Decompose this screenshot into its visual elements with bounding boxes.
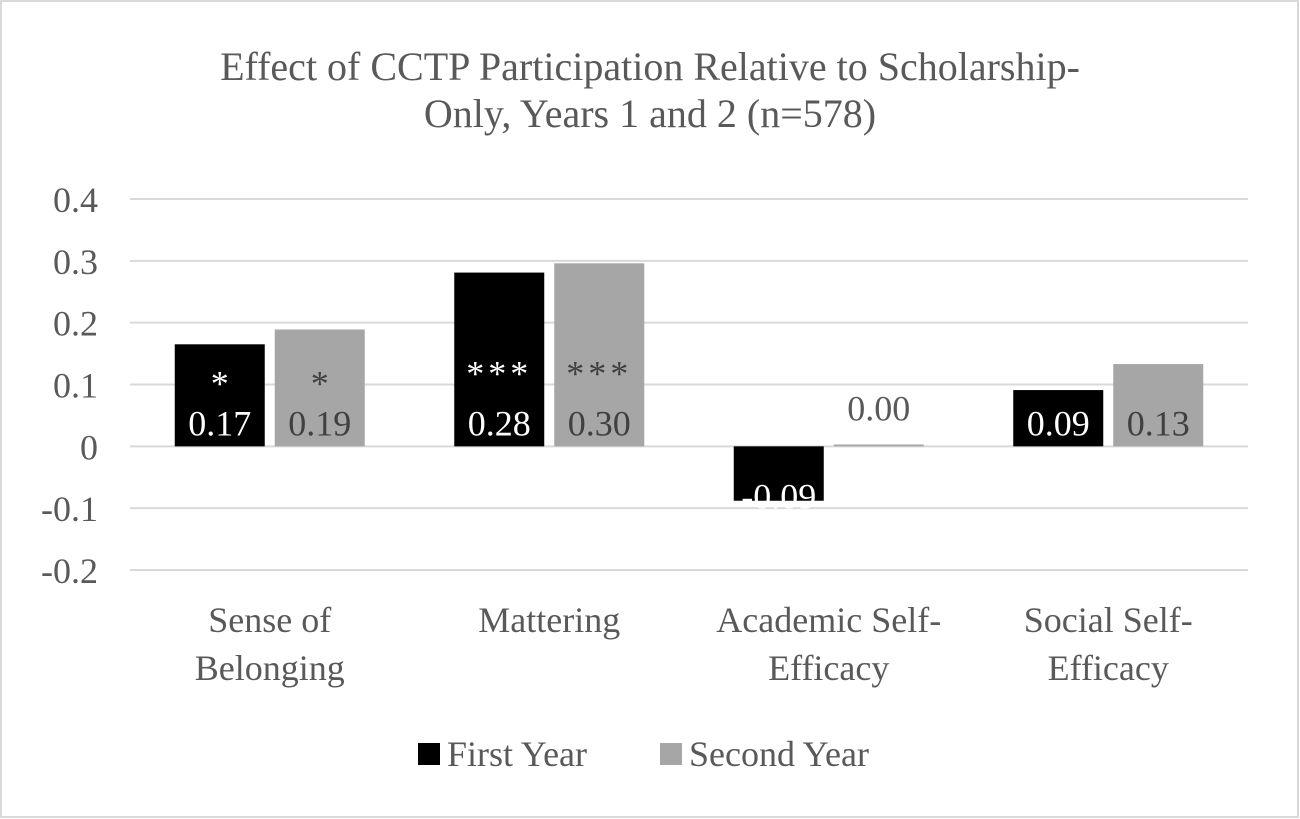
x-category-label: Efficacy [768, 648, 889, 688]
x-category-label: Mattering [478, 600, 620, 640]
bar-second-year [554, 263, 645, 447]
chart-title: Effect of CCTP Participation Relative to… [220, 44, 1080, 136]
data-label: 0.28 [468, 403, 531, 443]
legend-swatch [660, 743, 682, 765]
x-category-label: Academic Self- [716, 600, 941, 640]
x-category-label: Social Self- [1024, 600, 1193, 640]
data-label: 0.17 [188, 403, 251, 443]
data-labels: 0.17*0.28***-0.090.090.19*0.30***0.00 0.1… [188, 353, 1190, 516]
legend-swatch [418, 743, 440, 765]
x-category-label: Efficacy [1048, 648, 1169, 688]
y-tick-label: 0.1 [53, 366, 98, 406]
y-tick-label: 0.2 [53, 304, 98, 344]
bar-first-year [733, 446, 824, 501]
y-tick-label: 0.3 [53, 242, 98, 282]
chart-title-line: Only, Years 1 and 2 (n=578) [424, 91, 876, 136]
legend: First Year Second Year [418, 734, 869, 774]
bar-first-year [454, 272, 545, 447]
significance-marker: *** [566, 353, 632, 393]
data-label: 0.09 [1027, 403, 1090, 443]
bar-second-year [1113, 364, 1204, 447]
bar-first-year [174, 344, 265, 447]
y-tick-label: 0.4 [53, 180, 98, 220]
significance-marker: * [311, 363, 329, 403]
legend-label: First Year [447, 734, 587, 774]
significance-marker: * [211, 363, 229, 403]
data-label: 0.19 [288, 403, 351, 443]
data-label: -0.09 [741, 477, 816, 517]
bar-second-year [833, 444, 924, 447]
x-axis-category-labels: Sense of Belonging Mattering Academic Self-… [195, 600, 1193, 688]
x-category-label: Sense of [208, 600, 331, 640]
bars [174, 263, 1204, 501]
y-tick-label: -0.2 [41, 551, 98, 591]
bar-first-year [1013, 390, 1104, 447]
significance-marker: *** [466, 353, 532, 393]
data-label: 0.00 [847, 388, 910, 428]
legend-label: Second Year [689, 734, 869, 774]
data-label: 0.13 [1127, 403, 1190, 443]
y-tick-label: -0.1 [41, 489, 98, 529]
data-label: 0.30 [568, 403, 631, 443]
bar-second-year [274, 329, 365, 447]
y-tick-label: 0 [80, 427, 98, 467]
chart-title-line: Effect of CCTP Participation Relative to… [220, 44, 1080, 89]
y-axis-tick-labels: 0.4 0.3 0.2 0.1 0 -0.1 -0.2 [41, 180, 98, 591]
x-category-label: Belonging [195, 648, 345, 688]
